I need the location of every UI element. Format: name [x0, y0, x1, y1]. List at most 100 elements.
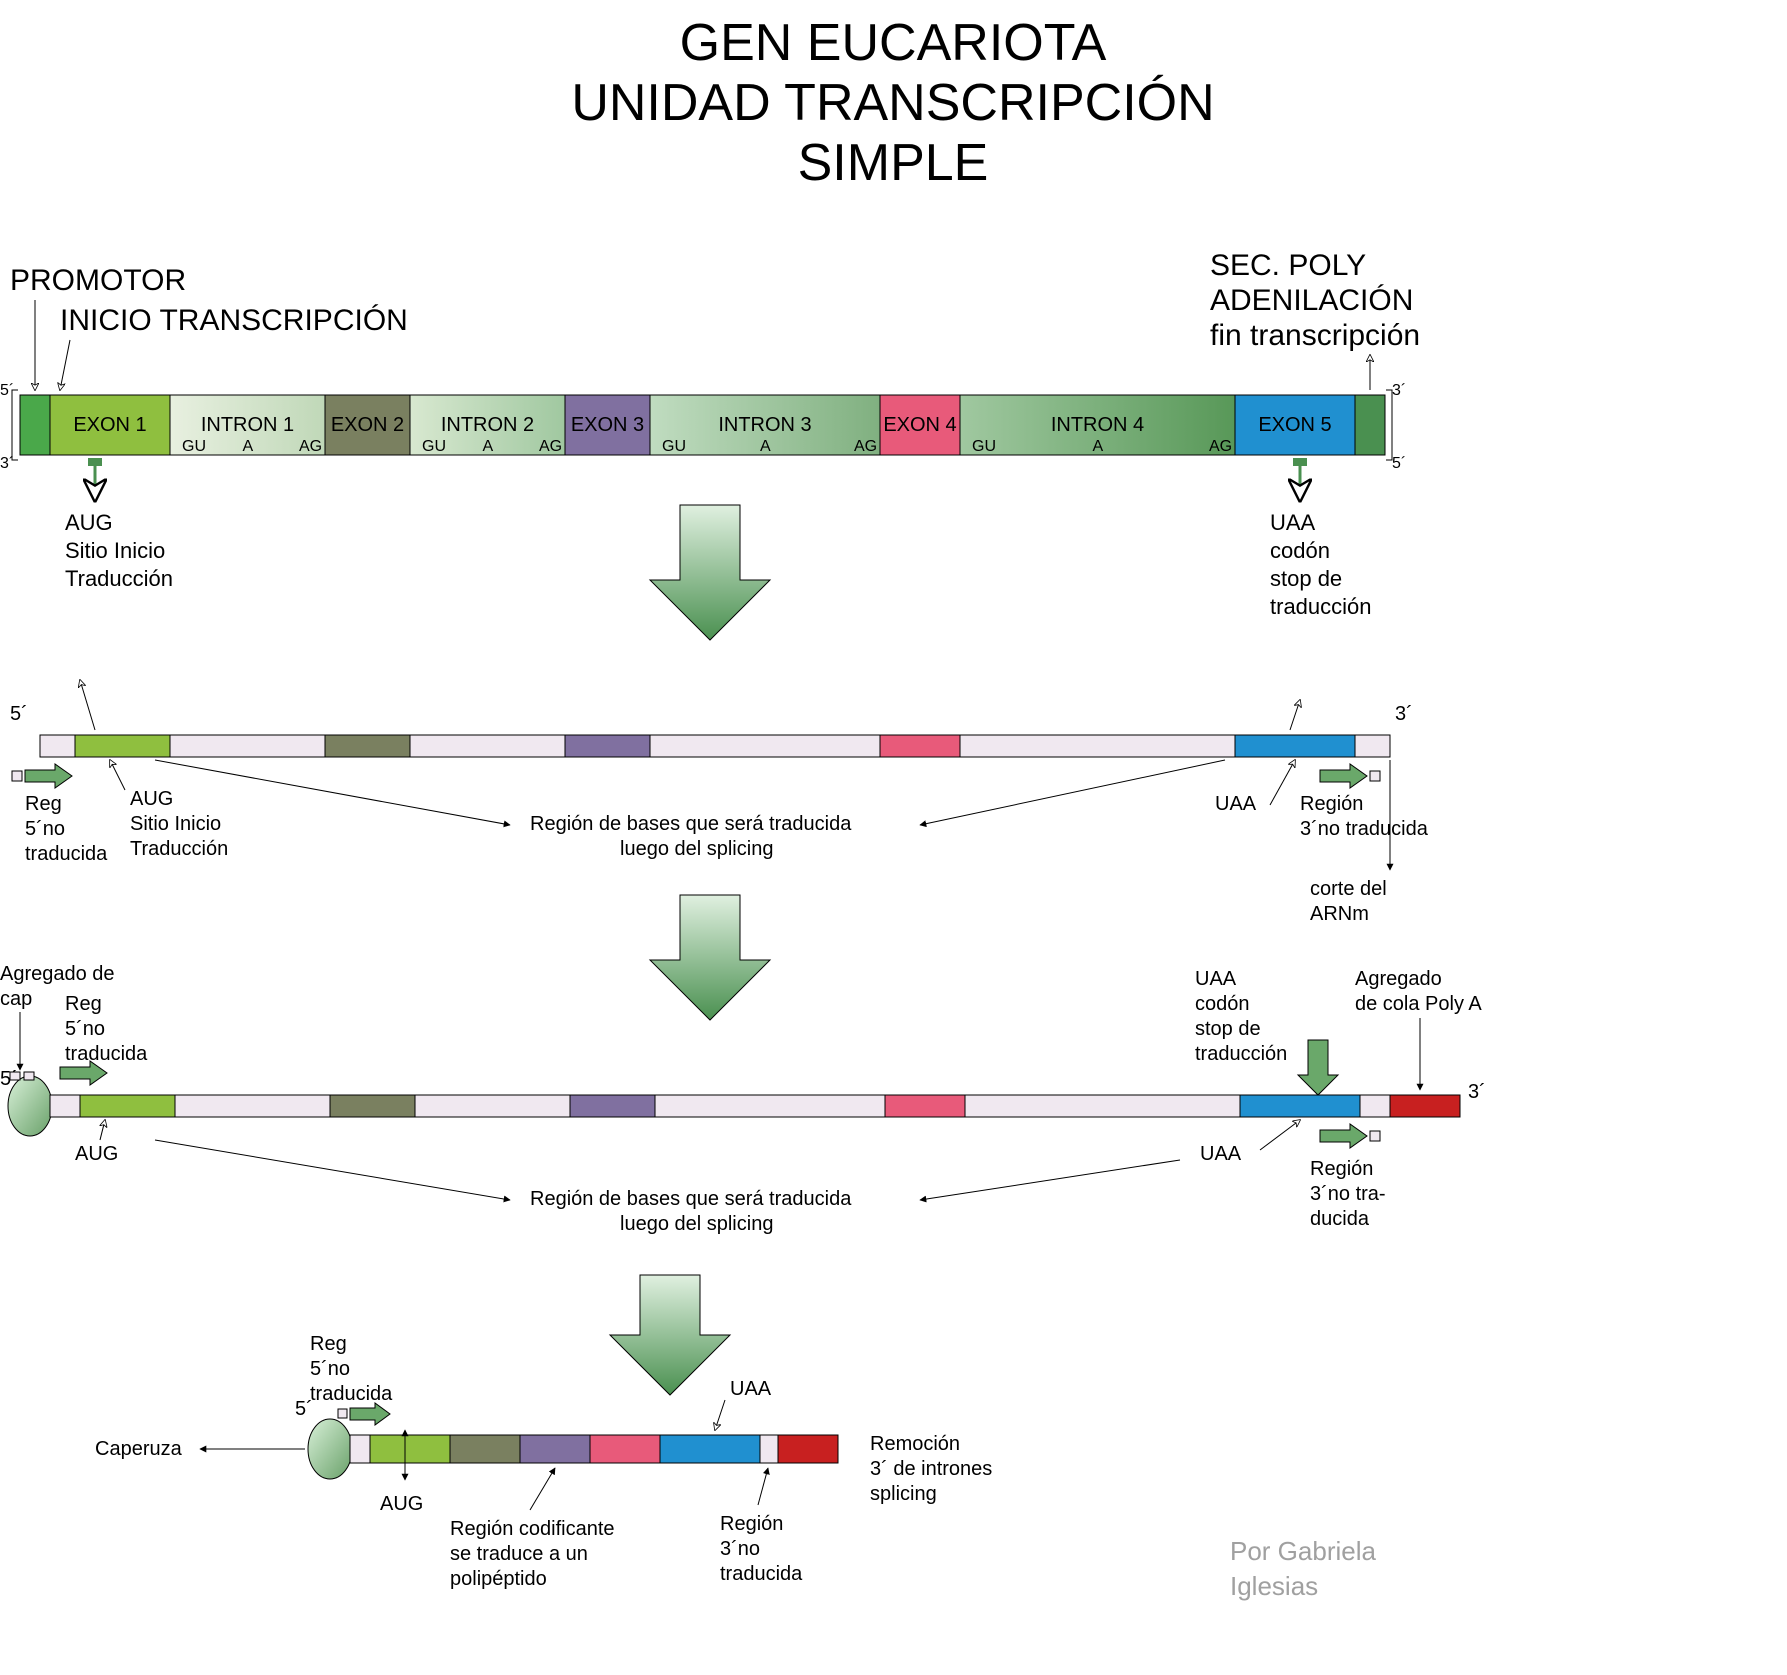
- s1-aug-2: Sitio Inicio: [65, 538, 165, 563]
- s3-cap-2: cap: [0, 988, 32, 1010]
- seg-label-exon5: EXON 5: [1258, 414, 1331, 436]
- stage2-premrna-strip: 5´ 3´ Reg 5´no traducida AUG Sitio Inici…: [10, 680, 1429, 925]
- s1-3prime-top: 3´: [1392, 382, 1406, 399]
- label-secpoly-3: fin transcripción: [1210, 319, 1420, 352]
- s3-uaa-1: UAA: [1195, 968, 1237, 990]
- s3-region-2: luego del splicing: [620, 1213, 773, 1235]
- s4-uaa: UAA: [730, 1378, 772, 1400]
- seg-promoter: [20, 395, 50, 455]
- title-line1: GEN EUCARIOTA: [680, 14, 1107, 72]
- label-secpoly-2: ADENILACIÓN: [1210, 284, 1413, 317]
- s4-reg3-2: 3´no: [720, 1538, 760, 1560]
- s3-uaa-point: UAA: [1200, 1143, 1242, 1165]
- s1-uaa-1: UAA: [1270, 510, 1316, 535]
- title-line3: SIMPLE: [798, 134, 989, 192]
- seg-s2-blank0: [40, 735, 75, 757]
- seg-s3-exon2: [330, 1095, 415, 1117]
- label-secpoly-1: SEC. POLY: [1210, 249, 1366, 282]
- seg-s2-exon3: [565, 735, 650, 757]
- splice-a-8: A: [1093, 438, 1104, 455]
- seg-s2-exon5: [1235, 735, 1355, 757]
- seg-s2-exon1: [75, 735, 170, 757]
- seg-s4-exon3: [520, 1435, 590, 1463]
- s3-reg3-3: ducida: [1310, 1208, 1370, 1230]
- s3-reg5-2: 5´no: [65, 1018, 105, 1040]
- process-arrow-1: [650, 505, 770, 640]
- seg-s4-blank5: [760, 1435, 778, 1463]
- seg-s2-blank5: [1355, 735, 1390, 757]
- seg-s4-exon1: [370, 1435, 450, 1463]
- s3-cap-1: Agregado de: [0, 963, 115, 985]
- author-1: Por Gabriela: [1230, 1536, 1376, 1566]
- process-arrow-3: [610, 1275, 730, 1395]
- s2-aug-2: Sitio Inicio: [130, 813, 221, 835]
- seg-label-intron2: INTRON 2: [441, 414, 534, 436]
- s1-aug-1: AUG: [65, 510, 113, 535]
- s3-reg5-3: traducida: [65, 1043, 148, 1065]
- s4-reg5-3: traducida: [310, 1383, 393, 1405]
- seg-s3-blank3: [655, 1095, 885, 1117]
- s2-aug-1: AUG: [130, 788, 173, 810]
- author-2: Iglesias: [1230, 1571, 1318, 1601]
- process-arrow-2: [650, 895, 770, 1020]
- splice-a-2: A: [243, 438, 254, 455]
- s4-reg5-2: 5´no: [310, 1358, 350, 1380]
- s3-uaa-3: stop de: [1195, 1018, 1261, 1040]
- s1-uaa-4: traducción: [1270, 594, 1372, 619]
- s4-remocion-3: splicing: [870, 1483, 937, 1505]
- s3-uaa-2: codón: [1195, 993, 1250, 1015]
- s4-remocion-2: 3´ de intrones: [870, 1458, 992, 1480]
- label-promotor: PROMOTOR: [10, 264, 186, 297]
- stage4-mature-strip: 5´ Caperuza Reg 5´no traducida AUG UAA R…: [95, 1333, 992, 1590]
- s1-5prime-bot: 5´: [1392, 455, 1406, 472]
- s2-reg5-2: 5´no: [25, 818, 65, 840]
- cap-ellipse: [8, 1076, 52, 1136]
- splice-ag-8: AG: [1209, 438, 1232, 455]
- seg-s2-blank1: [170, 735, 325, 757]
- s3-uaa-4: traducción: [1195, 1043, 1287, 1065]
- splice-ag-2: AG: [299, 438, 322, 455]
- seg-s2-exon2: [325, 735, 410, 757]
- s2-reg5-3: traducida: [25, 843, 108, 865]
- gene-diagram: GEN EUCARIOTA UNIDAD TRANSCRIPCIÓN SIMPL…: [0, 0, 1787, 1675]
- stage3-capped-strip: 5´ 3´ Agregado de cap Reg 5´no traducida…: [0, 963, 1486, 1235]
- s2-reg3-arrow-icon: [1320, 764, 1367, 788]
- splice-a-4: A: [483, 438, 494, 455]
- seg-label-intron4: INTRON 4: [1051, 414, 1144, 436]
- seg-s3-blank0: [50, 1095, 80, 1117]
- s3-polyA-1: Agregado: [1355, 968, 1442, 990]
- seg-s2-blank4: [960, 735, 1235, 757]
- seg-s4-exon5: [660, 1435, 760, 1463]
- s4-reg3-1: Región: [720, 1513, 783, 1535]
- s3-reg3-arrow-icon: [1320, 1124, 1367, 1148]
- s2-3prime: 3´: [1395, 703, 1413, 725]
- s4-aug: AUG: [380, 1493, 423, 1515]
- s1-uaa-2: codón: [1270, 538, 1330, 563]
- s4-regcod-1: Región codificante: [450, 1518, 615, 1540]
- seg-s3-exon1: [80, 1095, 175, 1117]
- s4-remocion-1: Remoción: [870, 1433, 960, 1455]
- s2-5prime: 5´: [10, 703, 28, 725]
- s4-reg5-1: Reg: [310, 1333, 347, 1355]
- s3-aug: AUG: [75, 1143, 118, 1165]
- splice-gu-8: GU: [972, 438, 996, 455]
- seg-s4-blank0: [350, 1435, 370, 1463]
- splice-gu-4: GU: [422, 438, 446, 455]
- title-line2: UNIDAD TRANSCRIPCIÓN: [571, 74, 1214, 132]
- seg-label-exon1: EXON 1: [73, 414, 146, 436]
- seg-s3-blank4: [965, 1095, 1240, 1117]
- splice-ag-6: AG: [854, 438, 877, 455]
- seg-s4-polyA: [778, 1435, 838, 1463]
- s3-polyA-2: de cola Poly A: [1355, 993, 1482, 1015]
- s3-reg5-1: Reg: [65, 993, 102, 1015]
- splice-gu-2: GU: [182, 438, 206, 455]
- s3-reg3-2: 3´no tra-: [1310, 1183, 1386, 1205]
- s4-reg5-arrow-icon: [350, 1403, 390, 1425]
- seg-label-intron1: INTRON 1: [201, 414, 294, 436]
- splice-ag-4: AG: [539, 438, 562, 455]
- s3-uaa-downarrow-icon: [1298, 1040, 1338, 1095]
- seg-label-exon2: EXON 2: [331, 414, 404, 436]
- s2-reg5-arrow-icon: [25, 764, 72, 788]
- seg-s3-polyA: [1390, 1095, 1460, 1117]
- s4-regcod-2: se traduce a un: [450, 1543, 588, 1565]
